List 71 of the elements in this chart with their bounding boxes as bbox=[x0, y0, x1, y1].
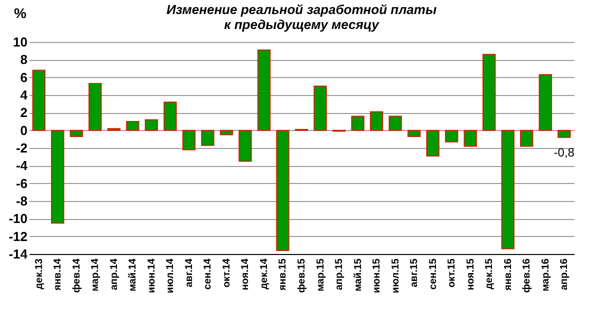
x-tick-label: авг.15 bbox=[409, 258, 420, 288]
bar bbox=[444, 130, 458, 142]
x-tick-label: май.15 bbox=[352, 258, 364, 292]
y-tick-label: 0 bbox=[20, 122, 28, 138]
x-tick-label: май.14 bbox=[128, 258, 139, 292]
x-tick-label: окт.14 bbox=[221, 258, 232, 288]
y-tick-label: -6 bbox=[16, 176, 28, 191]
y-tick-label: 10 bbox=[13, 34, 28, 50]
data-label: -0,8 bbox=[554, 145, 575, 160]
bar bbox=[520, 130, 534, 147]
bar bbox=[201, 130, 214, 146]
x-tick-label: июл.15 bbox=[390, 258, 402, 294]
x-tick-label: мар.15 bbox=[315, 258, 326, 292]
x-tick-label: апр.16 bbox=[559, 258, 570, 290]
x-tick-label: дек.14 bbox=[258, 258, 270, 290]
bar bbox=[276, 130, 290, 251]
bar bbox=[482, 54, 496, 131]
x-tick-label: апр.15 bbox=[334, 258, 346, 290]
x-tick-label: сен.14 bbox=[202, 258, 214, 290]
x-tick-label: дек.15 bbox=[484, 258, 496, 290]
x-tick-label: авг.14 bbox=[184, 258, 195, 288]
bar bbox=[426, 130, 440, 156]
bar bbox=[32, 70, 46, 131]
bar bbox=[388, 116, 402, 131]
bar bbox=[370, 111, 384, 131]
bar bbox=[51, 130, 64, 224]
y-tick-label: 8 bbox=[20, 52, 28, 68]
y-tick-label: -2 bbox=[16, 140, 28, 156]
y-tick-label: -14 bbox=[8, 246, 28, 262]
x-tick-label: янв.14 bbox=[52, 258, 64, 290]
bar bbox=[88, 83, 102, 131]
x-tick-label: сен.15 bbox=[428, 258, 439, 290]
bar bbox=[164, 102, 177, 131]
bar bbox=[70, 130, 83, 138]
bar bbox=[407, 130, 421, 138]
x-tick-label: июн.15 bbox=[372, 258, 383, 294]
x-tick-label: янв.15 bbox=[278, 258, 289, 290]
y-tick-label: -10 bbox=[8, 211, 28, 226]
x-tick-label: фев.16 bbox=[522, 258, 533, 293]
bar bbox=[314, 86, 327, 131]
y-tick-label: 6 bbox=[20, 70, 28, 85]
x-tick-label: мар.16 bbox=[540, 258, 552, 292]
x-tick-label: янв.16 bbox=[502, 258, 514, 290]
bar bbox=[257, 49, 271, 131]
x-tick-label: июн.14 bbox=[146, 258, 158, 294]
x-tick-label: фев.15 bbox=[296, 258, 308, 293]
bar bbox=[238, 130, 252, 162]
bar bbox=[501, 130, 514, 250]
x-tick-label: ноя.15 bbox=[465, 258, 476, 290]
bar bbox=[144, 119, 158, 131]
bar bbox=[220, 130, 234, 136]
chart-title: Изменение реальной заработной платы к предыдущему месяцу bbox=[166, 2, 437, 32]
x-tick-label: мар.14 bbox=[90, 258, 102, 292]
x-tick-label: дек.13 bbox=[34, 258, 45, 290]
x-tick-label: июл.14 bbox=[165, 258, 176, 294]
y-tick-label: -12 bbox=[8, 228, 28, 244]
bar bbox=[464, 130, 477, 147]
x-tick-label: ноя.14 bbox=[240, 258, 252, 290]
x-tick-label: окт.15 bbox=[446, 258, 458, 288]
y-tick-label: 4 bbox=[20, 88, 28, 102]
bar bbox=[126, 121, 140, 131]
y-tick-label: -8 bbox=[16, 194, 28, 208]
bar bbox=[558, 130, 571, 138]
y-axis-title: % bbox=[14, 5, 27, 21]
y-tick-label: 2 bbox=[20, 105, 28, 120]
bar bbox=[182, 130, 196, 150]
x-tick-label: апр.14 bbox=[108, 258, 120, 290]
x-tick-label: фев.14 bbox=[71, 258, 82, 293]
bar bbox=[351, 116, 364, 131]
y-tick-label: -4 bbox=[16, 158, 28, 174]
bar bbox=[538, 74, 552, 131]
